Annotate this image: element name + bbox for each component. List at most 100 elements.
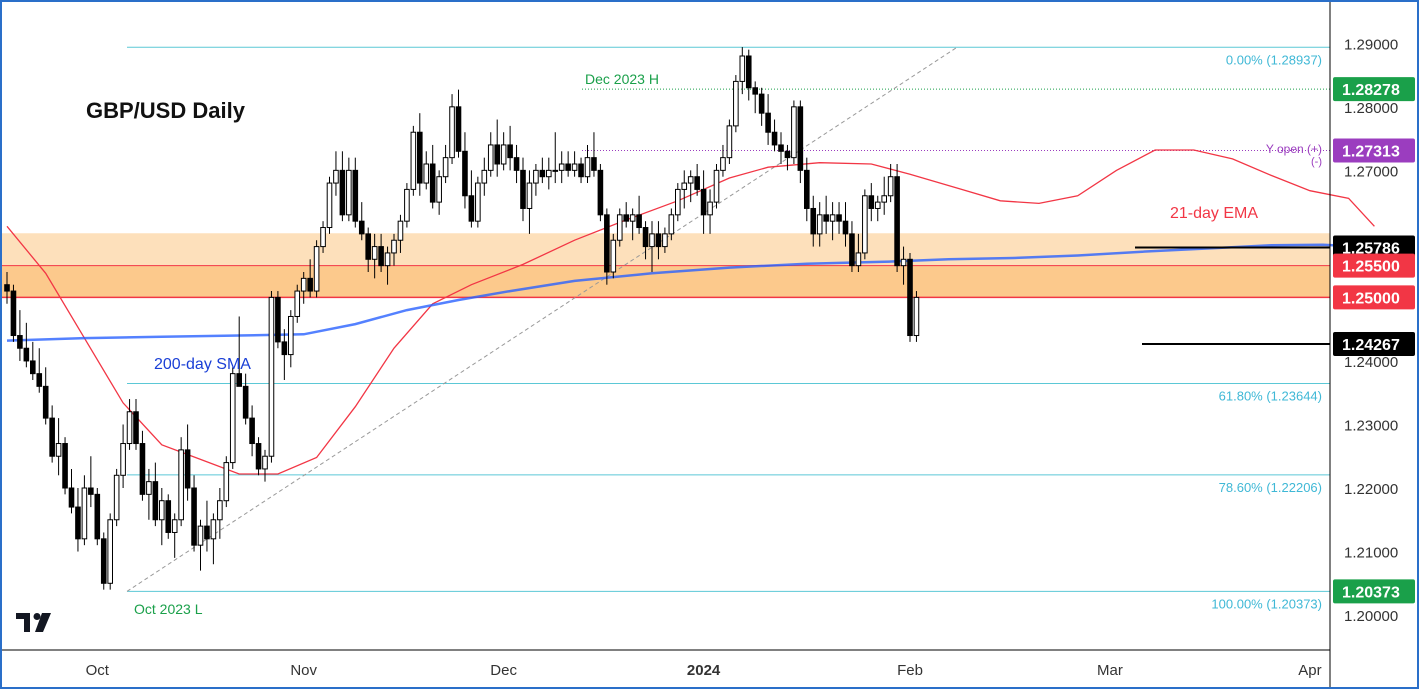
tv-logo-part xyxy=(33,613,41,620)
candle-body xyxy=(565,163,571,171)
candle-body xyxy=(236,373,242,387)
candle-body xyxy=(668,214,675,235)
candle-body xyxy=(907,258,913,337)
candle-body xyxy=(887,176,894,197)
candle-body xyxy=(636,214,642,229)
candle-body xyxy=(462,150,468,197)
candle-body xyxy=(365,233,371,260)
candle-body xyxy=(874,201,881,209)
sma-label: 200-day SMA xyxy=(154,356,251,373)
price-label-text: 1.27313 xyxy=(1342,143,1400,160)
price-label-box xyxy=(1333,235,1415,260)
candle-body xyxy=(475,182,481,222)
candle-body xyxy=(900,258,907,267)
candle-body xyxy=(165,500,172,533)
fib-label-3: 100.00% (1.20373) xyxy=(1211,596,1322,611)
candle-body xyxy=(404,188,410,222)
candle-body xyxy=(288,315,294,356)
price-label-text: 1.24267 xyxy=(1342,337,1400,354)
x-tick-label: Feb xyxy=(897,662,923,679)
candle-body xyxy=(758,93,765,114)
candle-body xyxy=(184,449,191,489)
candle-body xyxy=(313,246,320,292)
ema-label: 21-day EMA xyxy=(1170,205,1258,222)
candle-body xyxy=(4,284,10,292)
candle-body xyxy=(139,443,146,495)
candle-body xyxy=(146,481,152,495)
candle-body xyxy=(300,277,307,292)
candle-body xyxy=(481,169,488,184)
candle-body xyxy=(868,195,875,209)
candle-body xyxy=(397,220,404,241)
candle-body xyxy=(726,125,733,159)
tv-logo-part xyxy=(35,613,51,632)
x-tick-label: 2024 xyxy=(687,662,721,679)
price-label-box xyxy=(1333,138,1415,163)
candle-body xyxy=(745,55,752,89)
candle-body xyxy=(88,487,94,495)
candle-body xyxy=(326,182,333,229)
candle-body xyxy=(358,220,365,235)
y-tick-label: 1.29000 xyxy=(1344,36,1398,53)
fib-label-0: 0.00% (1.28937) xyxy=(1226,52,1322,67)
y-tick-label: 1.21000 xyxy=(1344,545,1398,562)
candle-body xyxy=(197,525,204,546)
candle-body xyxy=(339,169,346,216)
candle-body xyxy=(429,163,436,203)
candle-body xyxy=(107,519,114,584)
candle-body xyxy=(159,500,165,521)
candle-body xyxy=(604,214,610,273)
candle-body xyxy=(862,195,868,254)
candle-body xyxy=(94,493,101,540)
price-label-text: 1.25000 xyxy=(1342,290,1400,307)
fib-trend-line xyxy=(126,46,958,592)
candle-body xyxy=(913,296,920,337)
candle-body xyxy=(610,239,617,273)
candle-body xyxy=(629,214,636,222)
candle-body xyxy=(707,201,713,216)
price-label-text: 1.25786 xyxy=(1342,240,1400,257)
candle-body xyxy=(391,239,397,254)
candle-body xyxy=(371,246,378,260)
candle-body xyxy=(571,163,578,171)
price-label-box xyxy=(1333,253,1415,278)
price-label-text: 1.25500 xyxy=(1342,259,1400,276)
candle-body xyxy=(733,80,739,127)
candle-body xyxy=(597,169,604,216)
candle-body xyxy=(217,500,223,521)
candle-body xyxy=(894,176,900,267)
candle-body xyxy=(494,144,500,165)
price-label-box xyxy=(1333,331,1415,356)
y-tick-label: 1.27000 xyxy=(1344,163,1398,180)
candle-body xyxy=(513,157,520,171)
candle-body xyxy=(268,296,275,457)
candle-body xyxy=(204,525,210,540)
candle-body xyxy=(75,506,81,540)
candle-body xyxy=(255,443,262,470)
candle-body xyxy=(881,195,888,203)
candle-body xyxy=(210,519,217,540)
candle-body xyxy=(778,144,784,152)
candle-body xyxy=(810,207,817,235)
candle-body xyxy=(662,233,668,248)
y-tick-label: 1.23000 xyxy=(1344,417,1398,434)
candle-body xyxy=(500,144,507,165)
y-tick-label: 1.20000 xyxy=(1344,608,1398,625)
candle-body xyxy=(849,233,855,267)
candle-body xyxy=(642,227,649,248)
candle-body xyxy=(700,188,707,216)
candle-body xyxy=(649,233,655,248)
candle-body xyxy=(178,449,184,521)
candle-body xyxy=(229,373,236,464)
tv-logo-part xyxy=(24,613,30,632)
candle-body xyxy=(797,106,804,171)
candle-body xyxy=(836,214,842,222)
x-tick-label: Mar xyxy=(1097,662,1123,679)
candle-body xyxy=(249,417,255,445)
candle-body xyxy=(675,188,681,216)
candle-body xyxy=(410,131,417,190)
candle-body xyxy=(442,157,449,178)
candle-body xyxy=(784,150,791,159)
candle-body xyxy=(694,176,700,190)
candle-body xyxy=(436,176,442,203)
